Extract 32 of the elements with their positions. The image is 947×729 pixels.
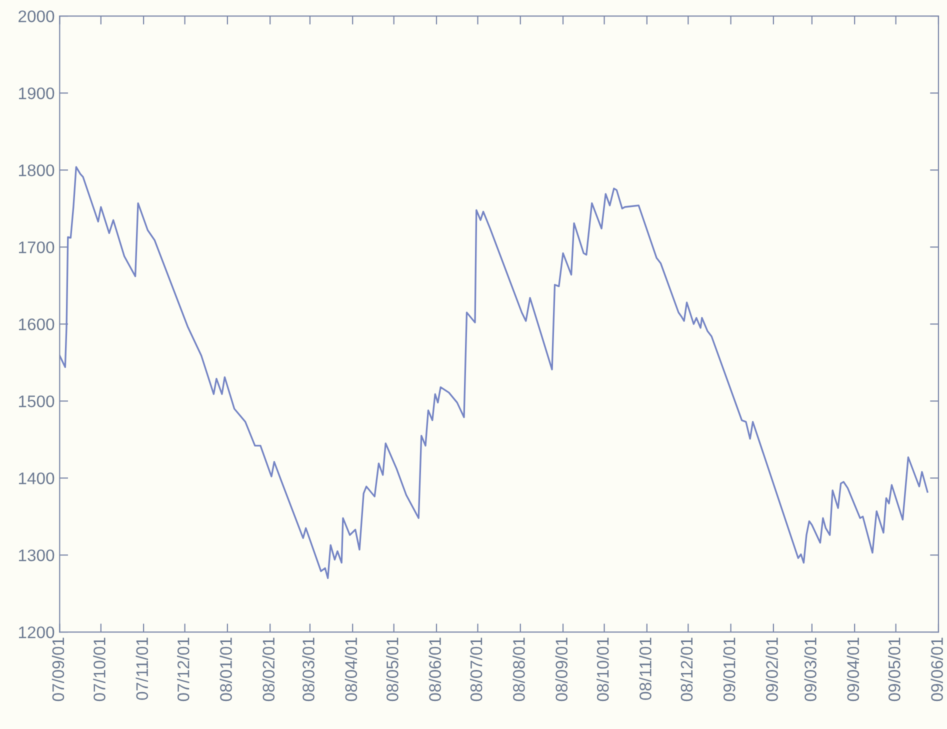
x-tick-label: 09/03/01 <box>804 638 816 702</box>
y-tick-label: 1500 <box>19 395 54 408</box>
x-tick-label: 09/05/01 <box>888 638 900 702</box>
x-tick-label: 07/12/01 <box>177 638 190 702</box>
x-tick-label: 09/01/01 <box>723 638 736 702</box>
x-tick-label: 08/05/01 <box>386 638 398 702</box>
x-tick-label: 07/11/01 <box>136 638 148 700</box>
x-tick-label: 08/10/01 <box>596 638 609 702</box>
y-tick-label: 2000 <box>18 10 54 22</box>
x-tick-label: 08/12/01 <box>680 638 693 702</box>
x-tick-label: 09/02/01 <box>766 638 778 702</box>
x-tick-label: 07/10/01 <box>93 638 106 702</box>
y-tick-label: 1200 <box>19 626 54 638</box>
x-tick-label: 07/09/01 <box>52 638 64 702</box>
y-tick-label: 1900 <box>19 87 54 100</box>
x-tick-label: 08/03/01 <box>302 638 314 702</box>
y-tick-label: 1700 <box>19 241 54 254</box>
x-tick-label: 08/06/01 <box>428 638 441 702</box>
x-tick-label: 08/01/01 <box>220 638 232 702</box>
y-tick-label: 1600 <box>19 318 54 330</box>
y-tick-label: 1300 <box>19 549 54 562</box>
line-series <box>60 166 928 579</box>
x-tick-label: 08/02/01 <box>262 638 275 702</box>
x-tick-label: 08/09/01 <box>555 638 568 702</box>
y-tick-label: 1800 <box>19 164 54 176</box>
x-tick-label: 08/11/01 <box>639 638 652 700</box>
x-tick-label: 08/04/01 <box>344 638 358 702</box>
x-tick-label: 08/07/01 <box>470 638 482 702</box>
x-tick-label: 09/04/01 <box>846 638 860 702</box>
x-tick-label: 09/06/01 <box>930 638 943 702</box>
x-tick-label: 08/08/01 <box>512 638 525 702</box>
y-tick-label: 1400 <box>19 472 54 484</box>
